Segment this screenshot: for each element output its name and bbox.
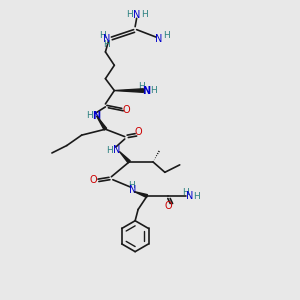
Text: N: N xyxy=(103,34,111,44)
Text: H: H xyxy=(141,10,147,19)
Text: N: N xyxy=(155,34,163,44)
Text: N: N xyxy=(133,10,140,20)
Text: O: O xyxy=(164,202,172,212)
Text: H: H xyxy=(86,111,92,120)
Text: N: N xyxy=(142,85,150,96)
Text: H: H xyxy=(182,188,189,197)
Text: H: H xyxy=(103,40,110,49)
Text: N: N xyxy=(113,145,120,155)
Text: H: H xyxy=(106,146,113,154)
Text: N: N xyxy=(92,111,101,121)
Text: N: N xyxy=(129,185,136,195)
Text: H: H xyxy=(128,181,135,190)
Text: O: O xyxy=(122,105,130,115)
Text: H: H xyxy=(163,31,170,40)
Polygon shape xyxy=(114,89,143,92)
Text: O: O xyxy=(134,127,142,137)
Text: H: H xyxy=(138,82,145,91)
Text: O: O xyxy=(90,175,97,185)
Text: H: H xyxy=(126,10,133,19)
Text: H: H xyxy=(99,31,106,40)
Text: H: H xyxy=(194,192,200,201)
Text: H: H xyxy=(150,86,157,95)
Polygon shape xyxy=(134,192,148,197)
Polygon shape xyxy=(97,116,107,130)
Polygon shape xyxy=(119,152,130,163)
Text: N: N xyxy=(185,191,193,201)
